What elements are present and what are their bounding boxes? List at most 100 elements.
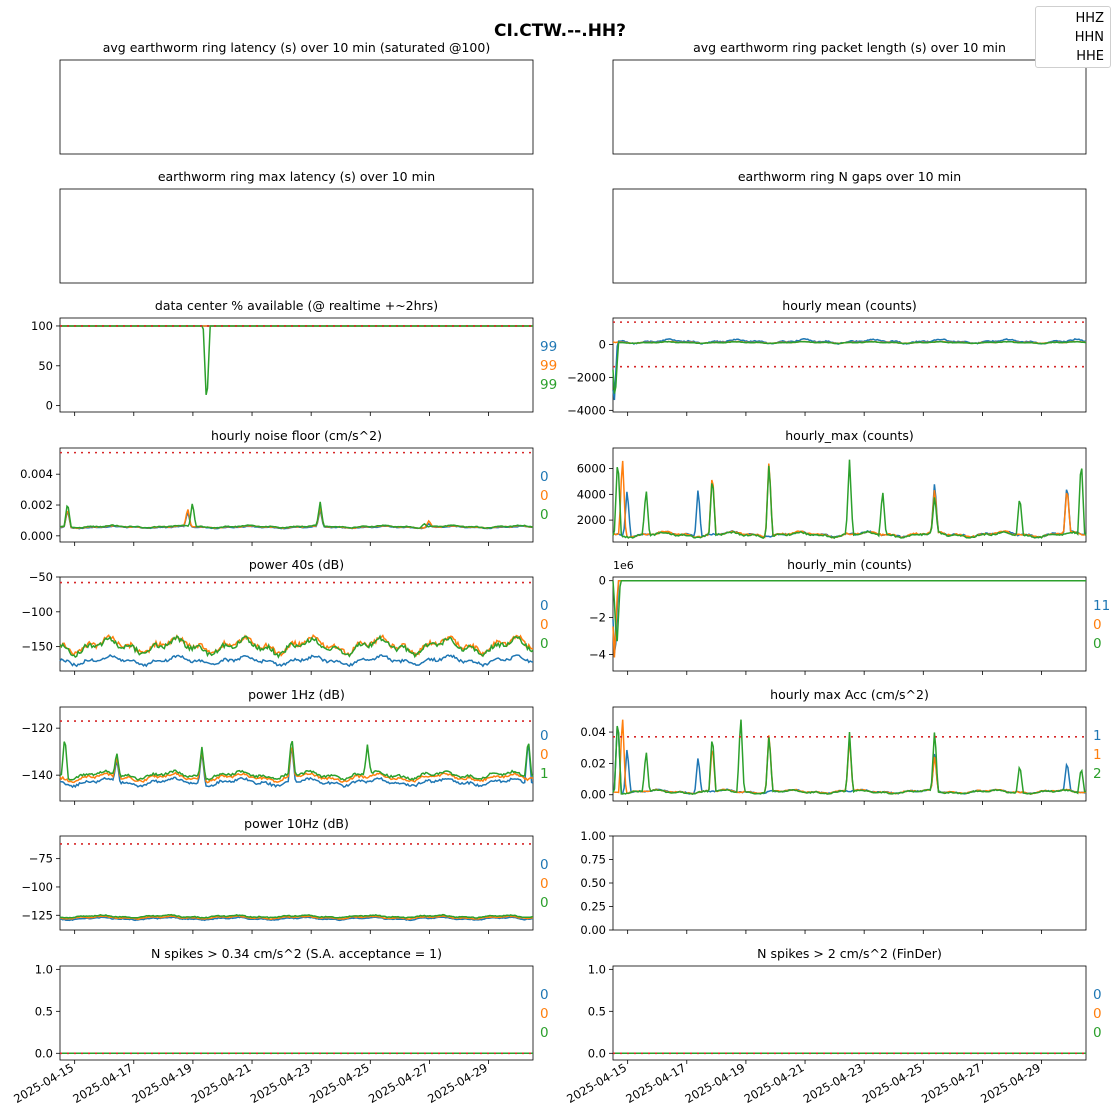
panel-title: power 1Hz (dB) [248, 687, 345, 702]
plot-area [612, 59, 1087, 155]
x-tick-label: 2025-04-19 [683, 1060, 748, 1106]
x-tick-label: 2025-04-17 [623, 1060, 688, 1106]
y-tick-label: −150 [21, 640, 53, 654]
channel-count-label: 0 [1093, 1006, 1102, 1022]
channel-count-label: 0 [540, 987, 549, 1003]
y-offset-label: 1e6 [613, 559, 634, 572]
x-tick-label: 2025-04-15 [11, 1060, 76, 1106]
channel-count-label: 99 [540, 358, 557, 374]
legend: HHZ HHN HHE [1035, 6, 1111, 68]
x-tick-label: 2025-04-21 [189, 1060, 254, 1106]
y-tick-label: 0 [46, 399, 53, 413]
y-tick-label: 0.002 [20, 498, 53, 512]
series-line-hhn [59, 914, 534, 921]
plot-area [59, 317, 534, 413]
plot-area [612, 965, 1087, 1061]
panel-title: N spikes > 0.34 cm/s^2 (S.A. acceptance … [151, 946, 442, 961]
series-line-hhe [59, 740, 534, 781]
series-line-hhn [59, 745, 534, 784]
legend-label-hhz: HHZ [1075, 11, 1104, 26]
series-line-hhe [612, 719, 1087, 796]
x-tick-label: 2025-04-19 [130, 1060, 195, 1106]
panel-p21: hourly mean (counts) 0 −2000 −4000 [567, 298, 1087, 417]
channel-count-label: 0 [540, 876, 549, 892]
channel-count-label: 0 [540, 857, 549, 873]
channel-count-label: 0 [540, 747, 549, 763]
panel-p40: power 40s (dB) −50 −100 −150 0 0 0 [21, 557, 549, 675]
plot-area [612, 188, 1087, 284]
legend-entry-hhn: HHN [1075, 30, 1104, 45]
channel-count-label: 0 [540, 469, 549, 485]
y-tick-label: 1.0 [588, 962, 606, 976]
panel-title: power 40s (dB) [249, 557, 344, 572]
y-tick-label: 50 [38, 359, 53, 373]
plot-area [59, 188, 534, 284]
x-tick-label: 2025-04-15 [564, 1060, 629, 1106]
channel-count-label: 1 [540, 766, 549, 782]
plot-area [612, 706, 1087, 802]
panel-p60: power 10Hz (dB) −75 −100 −125 0 0 0 [21, 816, 549, 934]
y-tick-label: 0.50 [580, 876, 606, 890]
legend-label-hhe: HHE [1076, 49, 1104, 64]
y-tick-label: 0.00 [580, 923, 606, 937]
series-line-hhe [59, 501, 534, 529]
channel-count-label: 0 [1093, 987, 1102, 1003]
y-tick-label: 0.02 [580, 756, 606, 770]
x-tick-label: 2025-04-23 [248, 1060, 313, 1106]
series-line-hhe [612, 340, 1087, 394]
y-tick-label: 0 [599, 337, 606, 351]
legend-entry-hhe: HHE [1076, 49, 1104, 64]
y-tick-label: 4000 [577, 487, 606, 501]
y-tick-label: 0.25 [580, 900, 606, 914]
channel-count-label: 99 [540, 377, 557, 393]
y-tick-label: 1.0 [35, 962, 53, 976]
y-tick-label: 0.004 [20, 467, 53, 481]
channel-count-label: 2 [1093, 766, 1102, 782]
panel-title: N spikes > 2 cm/s^2 (FinDer) [757, 946, 942, 961]
legend-label-hhn: HHN [1074, 30, 1104, 45]
series-line-hhe [612, 459, 1087, 540]
y-tick-label: −100 [21, 880, 53, 894]
y-tick-label: −50 [29, 570, 53, 584]
y-tick-label: 1.00 [580, 829, 606, 843]
series-line-hhe [59, 913, 534, 919]
panel-p30: hourly noise floor (cm/s^2) 0.004 0.002 0.0… [20, 428, 549, 546]
panel-title: power 10Hz (dB) [244, 816, 349, 831]
channel-count-label: 0 [540, 598, 549, 614]
panel-title: avg earthworm ring packet length (s) ove… [693, 40, 1006, 55]
x-tick-label: 2025-04-23 [801, 1060, 866, 1106]
y-tick-label: −100 [21, 605, 53, 619]
y-tick-label: 0 [599, 574, 606, 588]
channel-count-label: 1 [1093, 747, 1102, 763]
panel-p71: N spikes > 2 cm/s^2 (FinDer)1.00.50.0202… [564, 946, 1101, 1106]
legend-entry-hhz: HHZ [1076, 11, 1104, 26]
panel-title: earthworm ring N gaps over 10 min [738, 169, 961, 184]
x-tick-label: 2025-04-27 [919, 1060, 984, 1106]
y-tick-label: −140 [21, 768, 53, 782]
panel-title: data center % available (@ realtime +~2h… [155, 298, 438, 313]
panel-title: hourly max Acc (cm/s^2) [770, 687, 929, 702]
panel-title: hourly mean (counts) [782, 298, 916, 313]
panel-title: hourly_max (counts) [785, 428, 914, 443]
x-tick-label: 2025-04-25 [307, 1060, 372, 1106]
plot-area [59, 965, 534, 1061]
y-tick-label: −120 [21, 721, 53, 735]
y-tick-label: −4 [589, 647, 606, 661]
channel-count-label: 0 [540, 507, 549, 523]
y-tick-label: 0.75 [580, 853, 606, 867]
channel-count-label: 0 [1093, 636, 1102, 652]
channel-count-label: 0 [1093, 1025, 1102, 1041]
x-tick-label: 2025-04-27 [366, 1060, 431, 1106]
channel-count-label: 0 [1093, 617, 1102, 633]
channel-count-label: 0 [540, 728, 549, 744]
panel-p51: hourly max Acc (cm/s^2) 0.04 0.02 0.00 1 1 2 [580, 687, 1102, 805]
channel-count-label: 0 [540, 636, 549, 652]
x-tick-label: 2025-04-29 [978, 1060, 1043, 1106]
y-tick-label: −2 [589, 611, 606, 625]
panel-p41: hourly_min (counts) 0 −2 −4 1e6 11 0 0 [589, 557, 1110, 675]
y-tick-label: 0.00 [580, 788, 606, 802]
series-line-hhe [612, 579, 1086, 642]
panel-p11: earthworm ring N gaps over 10 min [612, 169, 1087, 284]
panel-title: hourly_min (counts) [787, 557, 912, 572]
